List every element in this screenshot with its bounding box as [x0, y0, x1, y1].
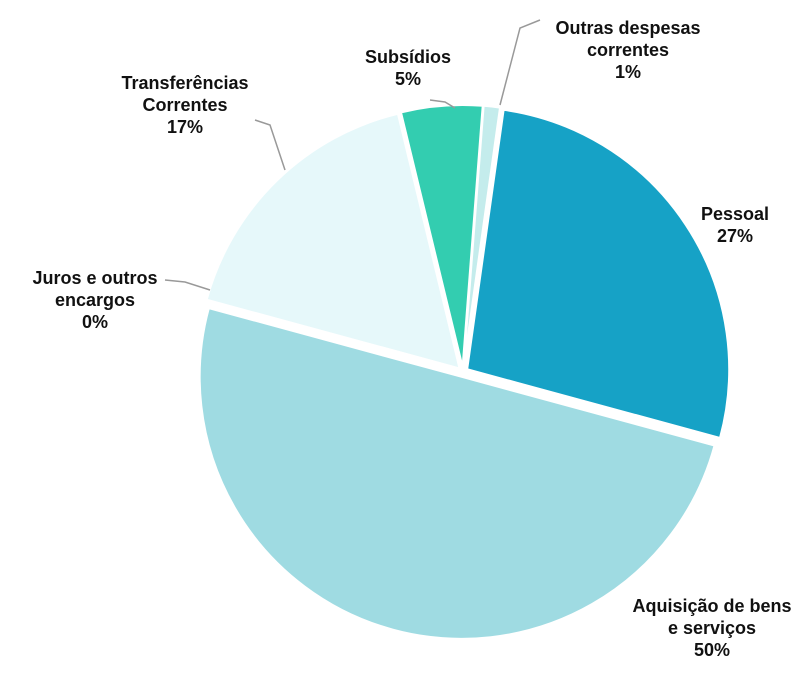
label-text: 1% [614, 62, 641, 82]
label-text: Outras despesas correntes [555, 18, 701, 60]
label-text: Aquisição de bens e serviços [632, 596, 792, 638]
label-text: Juros e outros encargos [32, 268, 158, 310]
slice-label: Outras despesas correntes 1% [538, 17, 718, 83]
slice-label: Aquisição de bens e serviços 50% [627, 595, 797, 661]
label-text: 5% [394, 69, 421, 89]
pie-slice [399, 104, 484, 368]
label-text: 50% [693, 640, 731, 660]
slice-label: Pessoal 27% [680, 203, 790, 247]
pie-slice [205, 301, 459, 372]
label-text: 17% [166, 117, 204, 137]
leader-line [429, 99, 456, 109]
slice-label: Subsídios 5% [353, 46, 463, 90]
label-text: 27% [716, 226, 754, 246]
label-text: Subsídios [364, 47, 451, 67]
pie-slice [205, 112, 461, 370]
pie-slice [198, 306, 716, 640]
leader-line [499, 19, 541, 106]
label-text: Pessoal [700, 204, 770, 224]
slice-label: Transferências Correntes 17% [105, 72, 265, 138]
leader-line [164, 279, 211, 291]
slice-label: Juros e outros encargos 0% [10, 267, 180, 333]
pie-slice [462, 104, 502, 368]
label-text: 0% [81, 312, 108, 332]
label-text: Transferências Correntes [121, 73, 249, 115]
pie-slice [466, 108, 731, 440]
leader-line [254, 119, 286, 171]
